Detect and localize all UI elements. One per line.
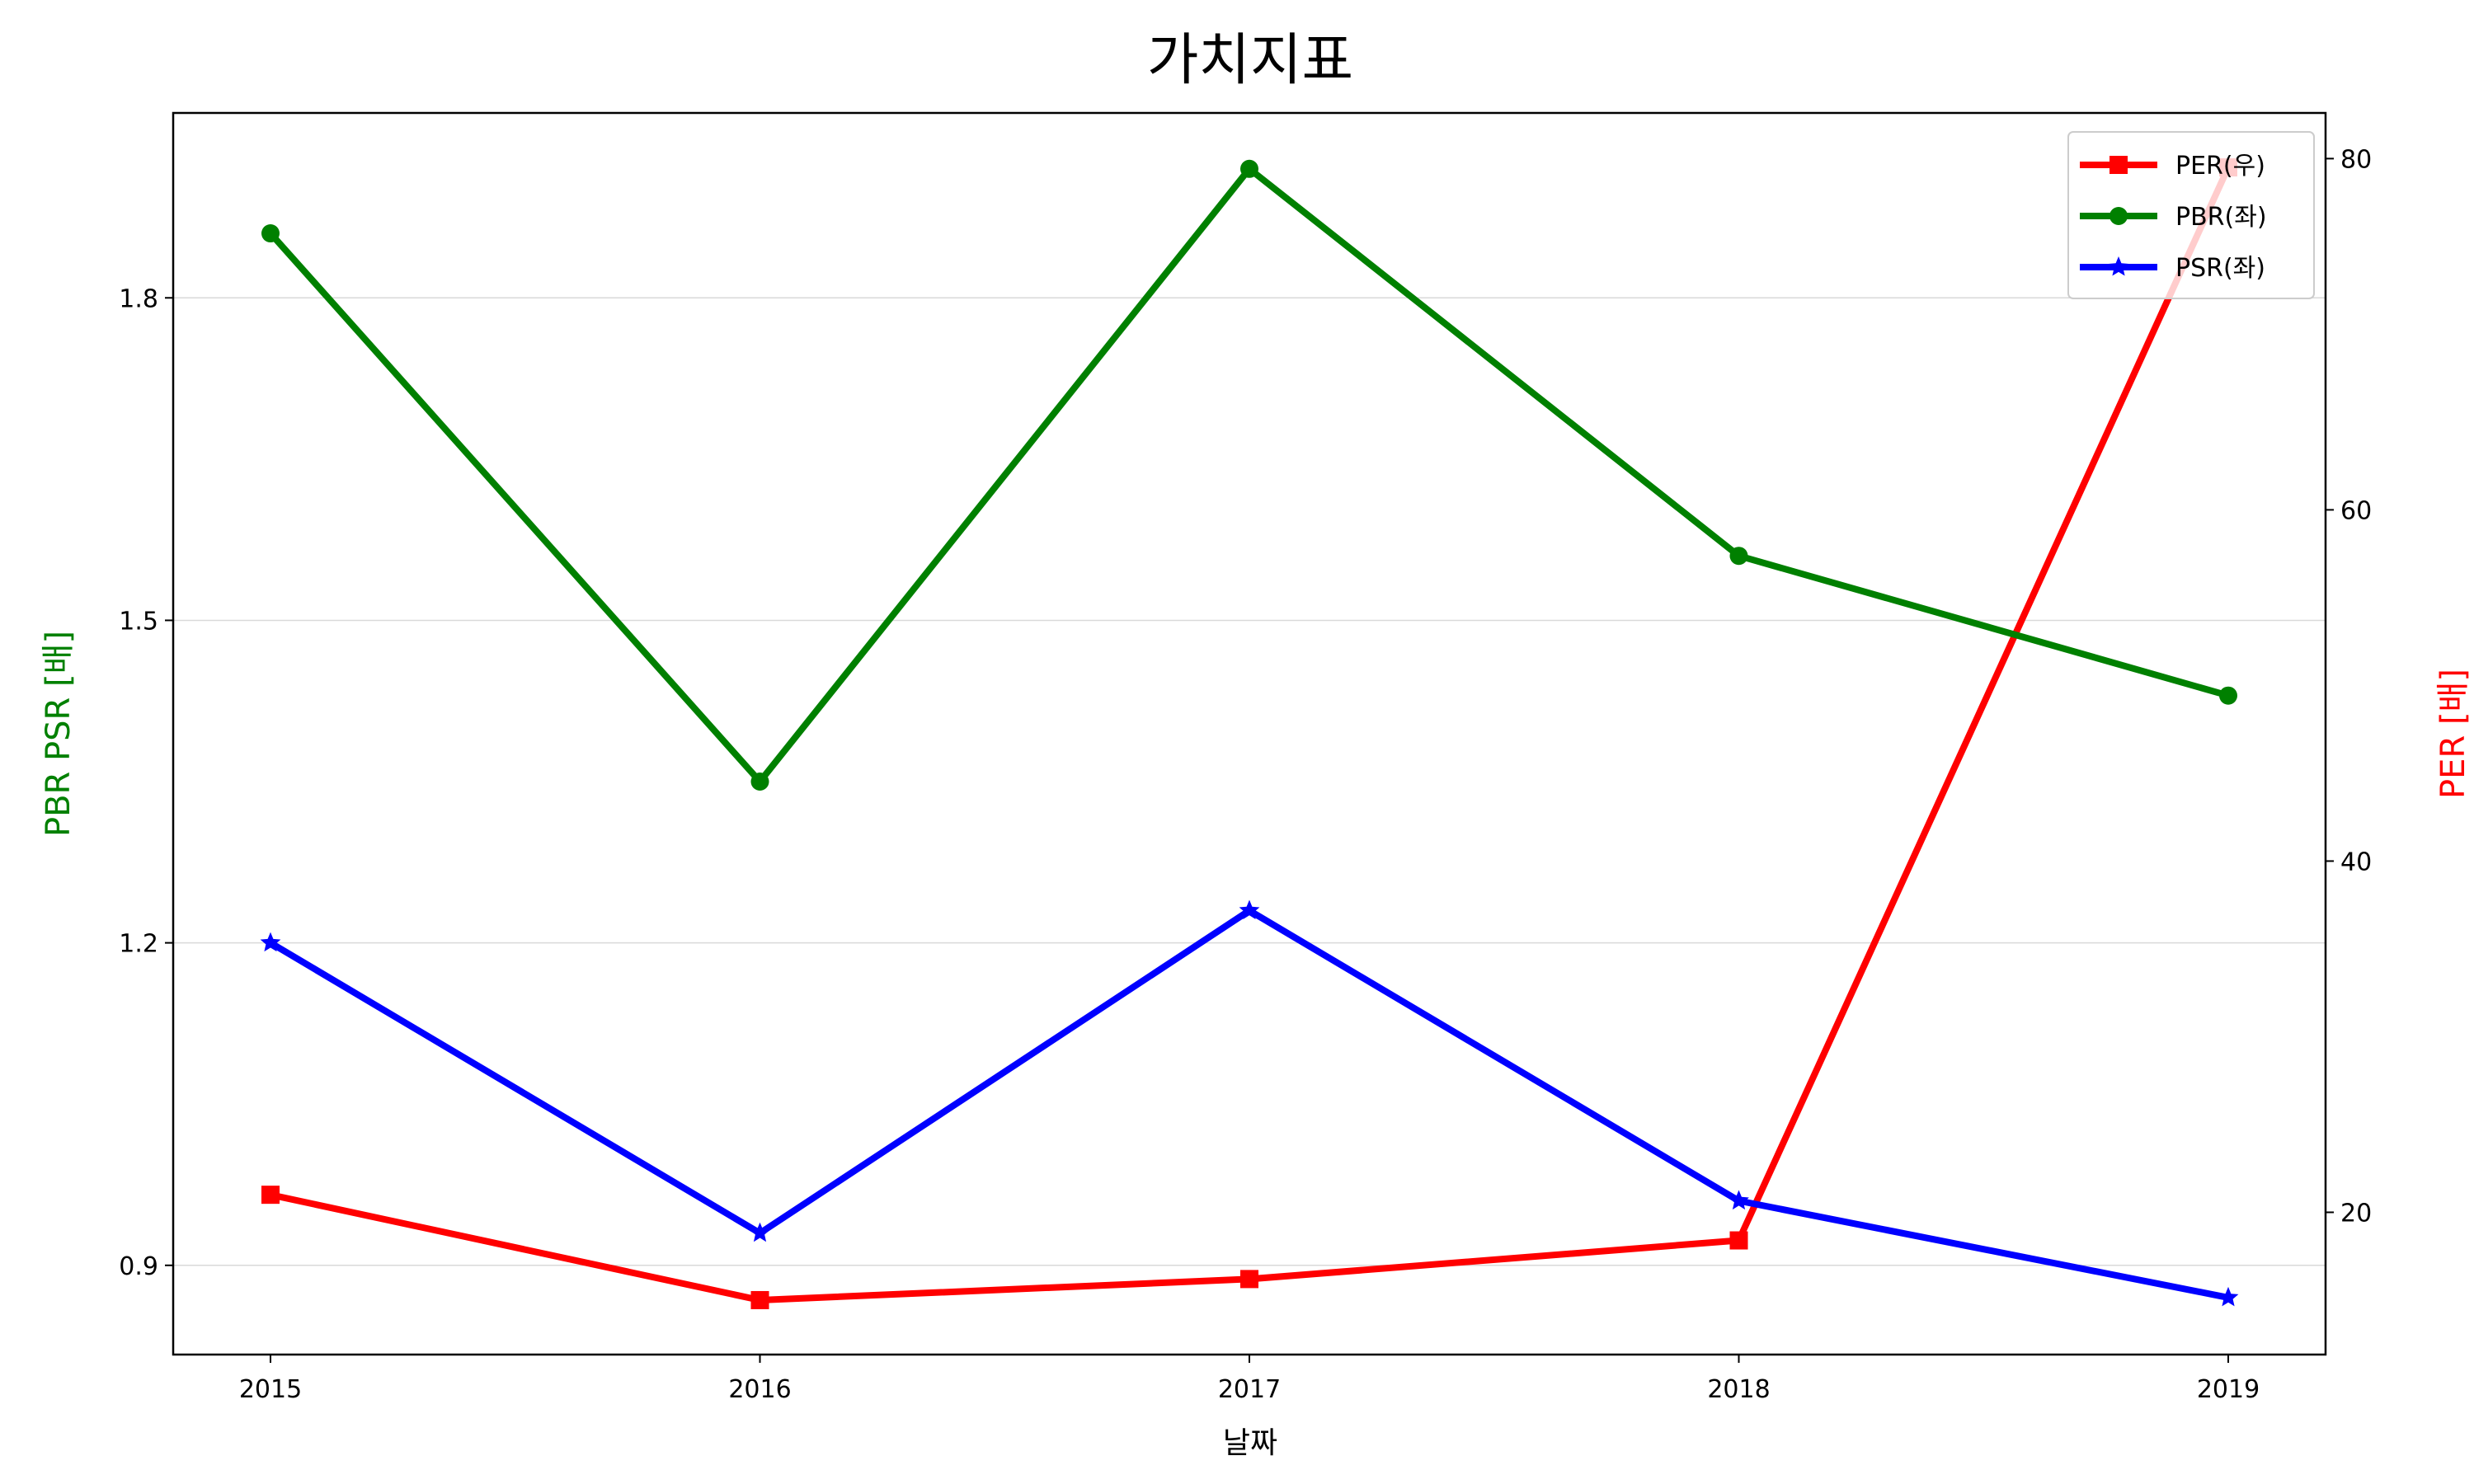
x-axis-title: 날짜 [1223,1426,1277,1460]
right-y-tick-label: 20 [2340,1199,2372,1228]
legend-box [2067,131,2315,299]
right-y-axis: 20 40 60 80 [2326,145,2372,1228]
data-point [1240,159,1258,178]
data-point [1729,1231,1748,1250]
series-layer [260,158,2239,1309]
series-square [261,158,2237,1309]
x-tick-label: 2016 [728,1375,791,1404]
left-y-tick-label: 1.8 [119,284,158,313]
chart-title: 가치지표 [1147,28,1353,93]
x-tick-label: 2018 [1707,1375,1770,1404]
series-circle [261,159,2237,791]
right-y-axis-title: PER [배] [2434,669,2472,799]
legend-label: PSR(좌) [2175,254,2265,283]
data-point [1729,547,1748,566]
left-y-tick-label: 1.2 [119,930,158,959]
right-y-tick-label: 40 [2340,848,2372,876]
data-point [261,1186,280,1205]
right-y-tick-label: 60 [2340,496,2372,525]
data-point [1729,1190,1749,1210]
data-point [2219,686,2237,705]
legend-marker [2108,256,2129,276]
x-tick-label: 2015 [239,1375,302,1404]
data-point [261,224,280,243]
legend-marker [2109,207,2128,225]
left-y-axis-title: PBR PSR [배] [40,631,78,837]
x-tick-label: 2017 [1218,1375,1281,1404]
x-axis: 2015 2016 2017 2018 2019 [239,1355,2260,1404]
left-y-tick-label: 0.9 [119,1252,158,1281]
right-y-tick-label: 80 [2340,145,2372,174]
left-y-tick-label: 1.5 [119,607,158,636]
series-star [260,899,2239,1307]
data-point [750,773,769,791]
left-y-axis: 0.9 1.2 1.5 1.8 [119,284,173,1281]
data-point [260,932,281,952]
x-tick-label: 2019 [2197,1375,2260,1404]
legend-label: PER(우) [2175,152,2265,181]
legend-label: PBR(좌) [2175,203,2267,232]
data-point [2218,1286,2239,1307]
data-point [1240,1270,1258,1289]
legend: PER(우) PBR(좌) PSR(좌) [2067,131,2315,299]
data-point [1239,899,1260,919]
legend-marker [2109,156,2128,174]
data-point [750,1222,770,1242]
data-point [750,1290,769,1309]
